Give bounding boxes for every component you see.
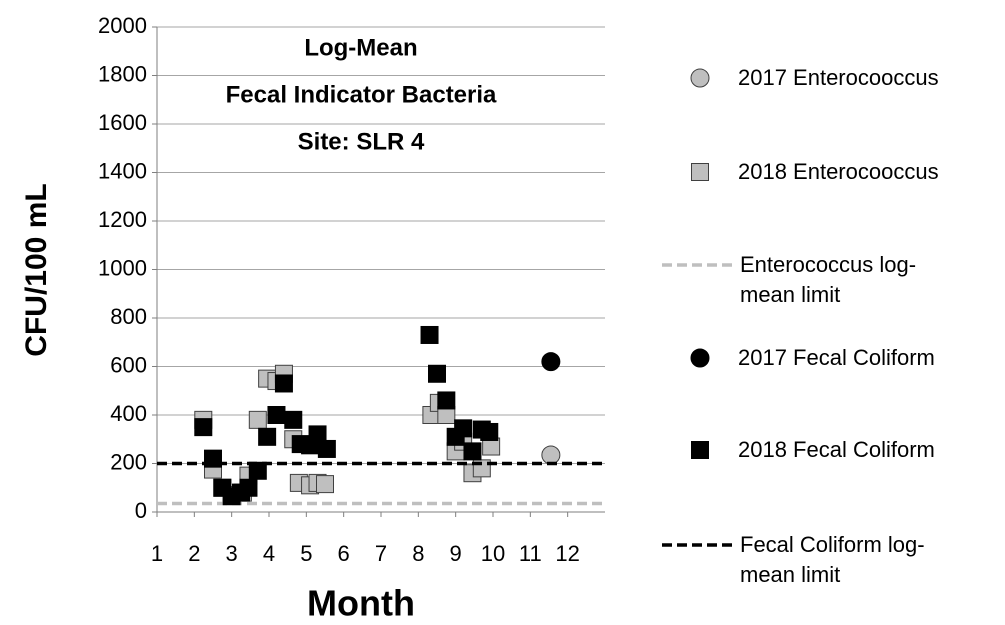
point xyxy=(541,352,561,372)
point xyxy=(267,406,286,424)
point xyxy=(463,442,482,461)
legend-marker xyxy=(690,68,710,88)
x-tick-label: 6 xyxy=(338,541,350,566)
y-tick-label: 1400 xyxy=(98,158,147,183)
point xyxy=(258,427,277,446)
legend-label: Enterococcus log-mean limit xyxy=(740,252,917,307)
point xyxy=(541,445,561,465)
x-tick-label: 1 xyxy=(151,541,163,566)
point xyxy=(308,425,327,444)
point xyxy=(454,419,473,438)
point xyxy=(284,410,303,429)
x-tick-label: 5 xyxy=(300,541,312,566)
y-tick-label: 400 xyxy=(110,401,147,426)
point xyxy=(248,461,267,480)
y-axis-label: CFU/100 mL xyxy=(20,183,53,356)
point xyxy=(428,364,446,383)
x-tick-label: 11 xyxy=(519,541,542,566)
legend-marker xyxy=(690,348,710,368)
chart-title: Fecal Indicator Bacteria xyxy=(226,81,497,108)
x-tick-label: 8 xyxy=(412,541,424,566)
y-tick-label: 0 xyxy=(135,498,147,523)
legend-label: 2018 Enterocooccus xyxy=(738,159,939,184)
point xyxy=(317,439,336,458)
point xyxy=(480,422,499,441)
x-tick-label: 7 xyxy=(375,541,387,566)
legend-label: 2018 Fecal Coliform xyxy=(738,437,935,462)
point xyxy=(316,475,334,494)
x-tick-label: 12 xyxy=(555,541,579,566)
point xyxy=(248,410,267,429)
y-tick-label: 2000 xyxy=(98,13,147,38)
y-tick-label: 200 xyxy=(110,449,147,474)
y-tick-label: 1600 xyxy=(98,110,147,135)
y-tick-label: 1800 xyxy=(98,61,147,86)
legend-label: 2017 Fecal Coliform xyxy=(738,345,935,370)
legend-marker xyxy=(691,441,709,459)
y-tick-label: 1000 xyxy=(98,255,147,280)
point xyxy=(194,418,213,437)
x-tick-label: 4 xyxy=(263,541,275,566)
y-tick-label: 600 xyxy=(110,352,147,377)
chart-title: Log-Mean xyxy=(304,34,417,61)
legend-marker xyxy=(691,163,709,181)
x-axis-label: Month xyxy=(307,583,415,624)
point xyxy=(420,325,439,344)
x-tick-label: 2 xyxy=(188,541,200,566)
point xyxy=(274,374,293,393)
x-tick-label: 10 xyxy=(481,541,505,566)
legend-label: Fecal Coliform log-mean limit xyxy=(740,532,925,587)
legend-label: 2017 Enterocooccus xyxy=(738,65,939,90)
x-tick-label: 9 xyxy=(450,541,462,566)
y-tick-label: 800 xyxy=(110,304,147,329)
x-tick-label: 3 xyxy=(226,541,238,566)
point xyxy=(437,391,456,410)
y-tick-label: 1200 xyxy=(98,207,147,232)
point xyxy=(239,478,258,497)
chart-title: Site: SLR 4 xyxy=(298,128,425,155)
